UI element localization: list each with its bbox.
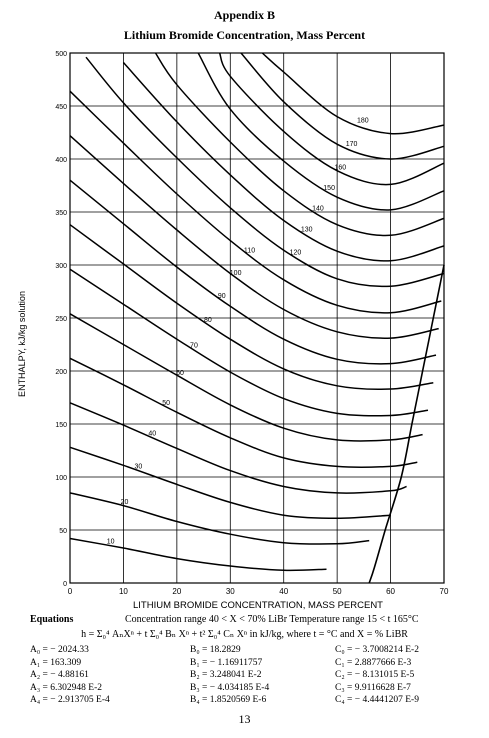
isotherm-label: 70 bbox=[190, 343, 198, 350]
isotherm-40 bbox=[69, 402, 407, 494]
isotherm-label: 100 bbox=[230, 270, 242, 277]
isotherm-120 bbox=[85, 56, 445, 288]
x-tick-label: 30 bbox=[226, 587, 235, 596]
coefficient-a4: A₄ = − 2.913705 E-4 bbox=[30, 695, 110, 705]
y-tick-label: 450 bbox=[55, 104, 67, 111]
coefficient-a1: A₁ = 163.309 bbox=[30, 657, 82, 668]
isotherm-label: 130 bbox=[301, 227, 313, 234]
isotherm-label: 10 bbox=[107, 539, 115, 546]
isotherm-label: 140 bbox=[312, 206, 324, 213]
coefficient-b2: B₂ = 3.248041 E-2 bbox=[190, 670, 262, 680]
coefficient-c2: C₂ = − 8.131015 E-5 bbox=[335, 670, 415, 680]
isotherm-20 bbox=[69, 492, 370, 545]
isotherm-50 bbox=[69, 357, 418, 468]
coefficient-c1: C₁ = 2.8877666 E-3 bbox=[335, 657, 412, 668]
y-tick-label: 200 bbox=[55, 369, 67, 376]
x-axis-label: LITHIUM BROMIDE CONCENTRATION, MASS PERC… bbox=[133, 600, 383, 611]
y-tick-label: 50 bbox=[59, 528, 67, 535]
coefficient-b3: B₃ = − 4.034185 E-4 bbox=[190, 682, 270, 693]
x-tick-label: 0 bbox=[68, 587, 73, 596]
isotherm-90 bbox=[69, 179, 437, 365]
isotherm-160 bbox=[218, 52, 445, 186]
coefficient-c3: C₃ = 9.9116628 E-7 bbox=[335, 682, 411, 693]
y-tick-label: 150 bbox=[55, 422, 67, 429]
page-number: 13 bbox=[238, 712, 251, 726]
isotherm-label: 110 bbox=[244, 248, 255, 255]
isotherm-140 bbox=[154, 52, 445, 237]
isotherm-labels: 10 20 30 40 50 60 70 80 90 100 110 120 130 140 150 160 1… bbox=[107, 118, 369, 546]
chart-axes: 0 10 20 30 40 50 60 70 0 50 100 150 200 250 300 350 400 4… bbox=[55, 51, 449, 596]
appendix-heading: Appendix B bbox=[213, 8, 276, 22]
coefficient-c0: C₀ = − 3.7008214 E-2 bbox=[335, 645, 419, 655]
isotherm-label: 80 bbox=[204, 317, 212, 324]
y-tick-label: 0 bbox=[63, 581, 67, 588]
isotherm-80 bbox=[69, 224, 434, 390]
coefficient-b0: B₀ = 18.2829 bbox=[190, 645, 241, 655]
isotherm-label: 90 bbox=[218, 293, 226, 300]
isotherm-70 bbox=[69, 268, 429, 417]
isotherm-180 bbox=[261, 52, 445, 135]
isotherm-100 bbox=[69, 135, 439, 339]
isotherm-10 bbox=[69, 537, 327, 572]
isotherm-label: 60 bbox=[176, 370, 184, 377]
x-tick-label: 60 bbox=[386, 587, 395, 596]
isotherm-label: 120 bbox=[290, 249, 302, 256]
x-tick-label: 50 bbox=[333, 587, 342, 596]
y-axis-label: ENTHALPY, kJ/kg solution bbox=[17, 291, 27, 397]
coefficient-a2: A₂ = − 4.88161 bbox=[30, 670, 89, 680]
x-tick-label: 20 bbox=[172, 587, 181, 596]
isotherm-label: 180 bbox=[357, 118, 369, 125]
range-text: Concentration range 40 < X < 70% LiBr Te… bbox=[125, 614, 419, 625]
isotherm-130 bbox=[122, 61, 445, 262]
isotherm-curves bbox=[69, 52, 445, 584]
crystallization-line bbox=[368, 264, 445, 584]
x-tick-label: 10 bbox=[119, 587, 128, 596]
isotherm-label: 160 bbox=[335, 164, 347, 171]
plot-frame bbox=[69, 52, 445, 584]
isotherm-170 bbox=[240, 52, 445, 160]
isotherm-label: 40 bbox=[148, 431, 156, 438]
coefficient-b1: B₁ = − 1.16911757 bbox=[190, 657, 263, 668]
y-tick-label: 100 bbox=[55, 475, 67, 482]
isotherm-150 bbox=[197, 52, 445, 211]
y-tick-label: 300 bbox=[55, 263, 67, 270]
isotherm-label: 150 bbox=[323, 185, 335, 192]
isotherm-60 bbox=[69, 313, 423, 442]
y-tick-label: 400 bbox=[55, 157, 67, 164]
isotherm-label: 20 bbox=[121, 499, 129, 506]
isotherm-label: 50 bbox=[162, 400, 170, 407]
y-tick-label: 350 bbox=[55, 210, 67, 217]
y-tick-label: 250 bbox=[55, 316, 67, 323]
chart-subheading: Lithium Bromide Concentration, Mass Perc… bbox=[123, 28, 366, 42]
equations-label: Equations bbox=[30, 614, 74, 625]
isotherm-label: 170 bbox=[346, 141, 358, 148]
isotherm-110 bbox=[69, 90, 442, 314]
x-tick-label: 70 bbox=[440, 587, 449, 596]
x-tick-label: 40 bbox=[279, 587, 288, 596]
coefficient-b4: B₄ = 1.8520569 E-6 bbox=[190, 695, 267, 705]
isotherm-label: 30 bbox=[134, 464, 142, 471]
enthalpy-formula: h = Σ₀⁴ AₙXⁿ + t Σ₀⁴ Bₙ Xⁿ + t² Σ₀⁴ Cₙ X… bbox=[81, 629, 408, 640]
coefficient-c4: C₄ = − 4.4441207 E-9 bbox=[335, 695, 419, 705]
coefficient-a0: A₀ = − 2024.33 bbox=[30, 645, 89, 655]
isotherm-30 bbox=[69, 446, 391, 520]
y-tick-label: 500 bbox=[55, 51, 67, 58]
coefficient-a3: A₃ = 6.302948 E-2 bbox=[30, 682, 102, 693]
